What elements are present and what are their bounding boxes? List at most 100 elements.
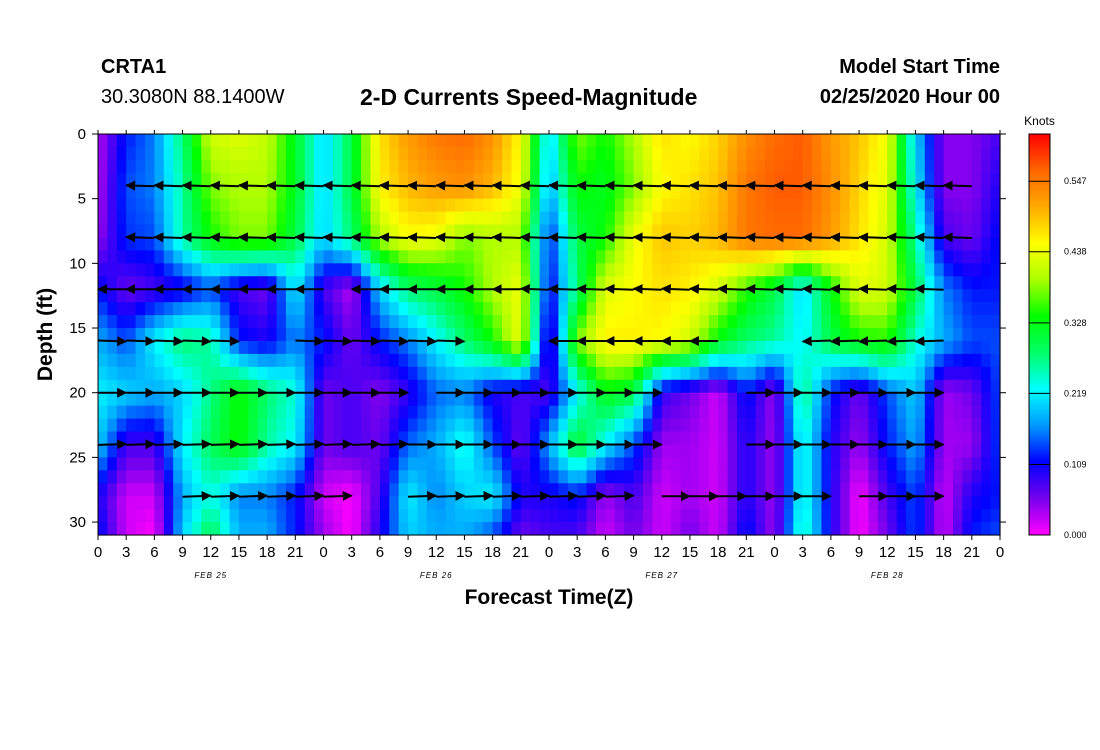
heatmap-cell	[765, 496, 776, 510]
current-vector	[801, 232, 831, 243]
heatmap-cell	[248, 340, 259, 355]
heatmap-cell	[887, 470, 898, 484]
heatmap-cell	[642, 353, 653, 368]
heatmap-cell	[342, 379, 353, 394]
heatmap-cell	[727, 315, 738, 329]
heatmap-cell	[163, 276, 174, 290]
heatmap-cell	[267, 198, 278, 213]
heatmap-cell	[906, 224, 917, 239]
heatmap-cell	[455, 457, 466, 471]
heatmap-cell	[849, 444, 860, 458]
heatmap-cell	[981, 289, 992, 303]
heatmap-cell	[924, 483, 935, 497]
heatmap-cell	[793, 134, 804, 148]
heatmap-cell	[924, 146, 935, 161]
heatmap-cell	[426, 134, 437, 148]
heatmap-cell	[426, 276, 437, 290]
heatmap-cell	[830, 353, 841, 368]
heatmap-cell	[793, 289, 804, 303]
heatmap-cell	[990, 470, 1001, 484]
heatmap-cell	[370, 263, 381, 277]
heatmap-cell	[567, 185, 578, 200]
current-vector	[717, 180, 747, 191]
heatmap-cell	[238, 522, 249, 536]
heatmap-cell	[220, 457, 231, 471]
heatmap-cell	[802, 315, 813, 329]
heatmap-cell	[191, 250, 202, 264]
heatmap-cell	[210, 509, 221, 523]
heatmap-cell	[812, 198, 823, 213]
heatmap-cell	[323, 211, 334, 226]
heatmap-cell	[379, 483, 390, 497]
heatmap-cell	[595, 353, 606, 368]
heatmap-cell	[163, 146, 174, 161]
heatmap-cell	[210, 328, 221, 342]
heatmap-cell	[934, 353, 945, 368]
heatmap-cell	[408, 250, 419, 264]
heatmap-cell	[276, 509, 287, 523]
heatmap-cell	[624, 470, 635, 484]
heatmap-cell	[379, 237, 390, 252]
heatmap-cell	[567, 418, 578, 433]
heatmap-cell	[389, 172, 400, 187]
heatmap-cell	[746, 146, 757, 161]
heatmap-cell	[887, 457, 898, 471]
heatmap-cell	[379, 522, 390, 536]
heatmap-cell	[830, 172, 841, 187]
heatmap-cell	[483, 250, 494, 264]
heatmap-cell	[98, 431, 108, 446]
heatmap-cell	[201, 134, 212, 148]
heatmap-cell	[652, 185, 663, 200]
heatmap-cell	[830, 250, 841, 264]
heatmap-cell	[154, 379, 165, 394]
heatmap-cell	[633, 263, 644, 277]
heatmap-cell	[661, 302, 672, 316]
heatmap-cell	[605, 353, 616, 368]
x-tick-label: 21	[512, 544, 529, 561]
heatmap-cell	[765, 198, 776, 213]
heatmap-cell	[718, 172, 729, 187]
heatmap-cell	[267, 159, 278, 174]
heatmap-cell	[173, 353, 184, 368]
heatmap-cell	[248, 522, 259, 536]
heatmap-cell	[455, 185, 466, 200]
heatmap-cell	[755, 211, 766, 226]
heatmap-cell	[953, 185, 964, 200]
heatmap-cell	[586, 496, 597, 510]
heatmap-cell	[295, 353, 306, 368]
current-vector	[267, 439, 297, 450]
heatmap-cell	[361, 418, 372, 433]
heatmap-cell	[736, 353, 747, 368]
heatmap-cell	[464, 146, 475, 161]
heatmap-cell	[868, 159, 879, 174]
heatmap-cell	[718, 379, 729, 394]
heatmap-cell	[586, 302, 597, 316]
heatmap-cell	[248, 405, 259, 420]
heatmap-cell	[990, 392, 1001, 407]
heatmap-cell	[389, 237, 400, 252]
heatmap-cell	[408, 159, 419, 174]
heatmap-cell	[793, 250, 804, 264]
heatmap-cell	[191, 509, 202, 523]
heatmap-cell	[539, 470, 550, 484]
heatmap-cell	[483, 483, 494, 497]
heatmap-cell	[154, 134, 165, 148]
heatmap-cell	[220, 237, 231, 252]
heatmap-cell	[107, 457, 118, 471]
heatmap-cell	[549, 392, 559, 407]
heatmap-cell	[924, 198, 935, 213]
heatmap-cell	[332, 289, 343, 303]
heatmap-cell	[840, 172, 851, 187]
heatmap-cell	[426, 470, 437, 484]
heatmap-cell	[182, 392, 193, 407]
heatmap-cell	[934, 483, 945, 497]
heatmap-cell	[793, 159, 804, 174]
heatmap-cell	[868, 457, 879, 471]
heatmap-cell	[436, 366, 447, 381]
heatmap-cell	[812, 392, 823, 407]
heatmap-cell	[520, 470, 531, 484]
heatmap-cell	[661, 509, 672, 523]
heatmap-cell	[323, 250, 334, 264]
heatmap-cell	[915, 276, 926, 290]
heatmap-cell	[774, 496, 785, 510]
